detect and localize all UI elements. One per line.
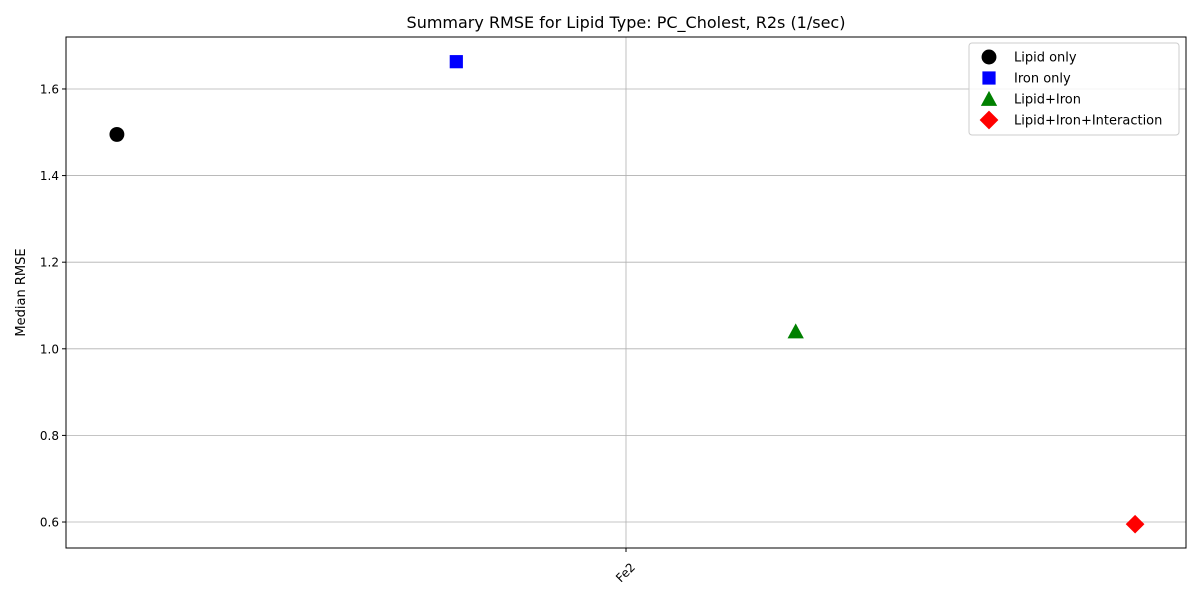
data-point-square — [449, 55, 463, 69]
data-point-diamond — [1125, 514, 1145, 534]
chart-title: Summary RMSE for Lipid Type: PC_Cholest,… — [407, 13, 846, 33]
y-tick-label: 1.4 — [40, 169, 59, 183]
axis-ticks: 0.6 0.8 1.0 1.2 1.4 1.6 Fe2 — [40, 82, 638, 585]
x-tick-label: Fe2 — [613, 560, 638, 585]
legend-entry-label: Lipid+Iron — [1014, 93, 1081, 108]
y-axis-label: Median RMSE — [14, 248, 29, 336]
data-points — [109, 55, 1145, 534]
legend-frame — [968, 42, 1180, 136]
y-tick-label: 0.8 — [40, 429, 59, 443]
legend: Lipid only Iron only Lipid+Iron Lipid+Iron+… — [968, 42, 1180, 136]
data-point-circle — [109, 126, 125, 142]
legend-marker-circle — [981, 49, 997, 65]
y-tick-label: 1.2 — [40, 256, 59, 270]
y-tick-label: 1.0 — [40, 342, 59, 356]
legend-marker-square — [982, 71, 996, 85]
legend-marker-diamond — [979, 110, 999, 130]
y-tick-label: 1.6 — [40, 82, 59, 96]
legend-marker-triangle — [980, 90, 998, 106]
y-tick-label: 0.6 — [40, 516, 59, 530]
grid-lines — [66, 37, 1186, 548]
legend-entry-label: Iron only — [1014, 72, 1071, 87]
legend-entry-label: Lipid only — [1014, 51, 1077, 66]
data-point-triangle — [787, 323, 804, 339]
legend-entry-label: Lipid+Iron+Interaction — [1014, 114, 1162, 129]
